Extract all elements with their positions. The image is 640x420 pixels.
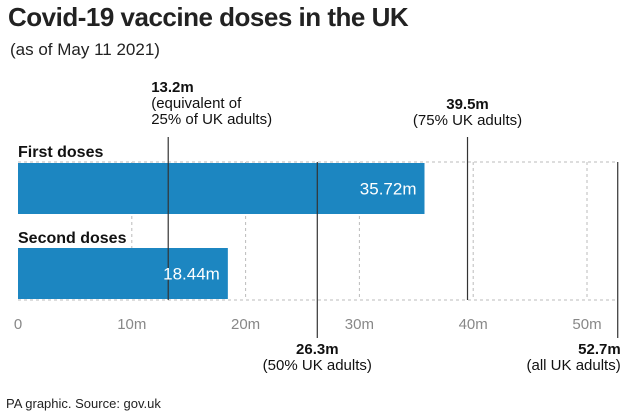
x-tick-label-10: 10m xyxy=(117,316,146,333)
x-tick-label-30: 30m xyxy=(345,316,374,333)
bar-second-doses xyxy=(18,248,228,299)
annotation-note-39.5-0: (75% UK adults) xyxy=(413,112,522,129)
annotation-value-39.5: 39.5m xyxy=(446,96,489,113)
x-tick-label-20: 20m xyxy=(231,316,260,333)
category-label-second-doses: Second doses xyxy=(18,230,127,247)
bar-first-doses xyxy=(18,163,425,214)
x-tick-label-0: 0 xyxy=(14,316,22,333)
bar-value-label-0: 35.72m xyxy=(360,180,417,199)
annotation-note-13.2-0: (equivalent of xyxy=(151,95,242,112)
category-label-first-doses: First doses xyxy=(18,144,103,161)
chart-subtitle: (as of May 11 2021) xyxy=(10,40,160,59)
annotation-note-26.3-0: (50% UK adults) xyxy=(263,357,372,374)
annotation-note-13.2-1: 25% of UK adults) xyxy=(151,111,272,128)
source-note: PA graphic. Source: gov.uk xyxy=(6,396,161,411)
x-tick-label-50: 50m xyxy=(572,316,601,333)
bar-value-label-1: 18.44m xyxy=(163,265,220,284)
annotation-value-13.2: 13.2m xyxy=(151,79,194,96)
annotation-value-52.7: 52.7m xyxy=(578,341,621,358)
x-tick-label-40: 40m xyxy=(459,316,488,333)
annotation-note-52.7-0: (all UK adults) xyxy=(527,357,621,374)
annotation-value-26.3: 26.3m xyxy=(296,341,339,358)
chart-title: Covid-19 vaccine doses in the UK xyxy=(8,2,409,32)
